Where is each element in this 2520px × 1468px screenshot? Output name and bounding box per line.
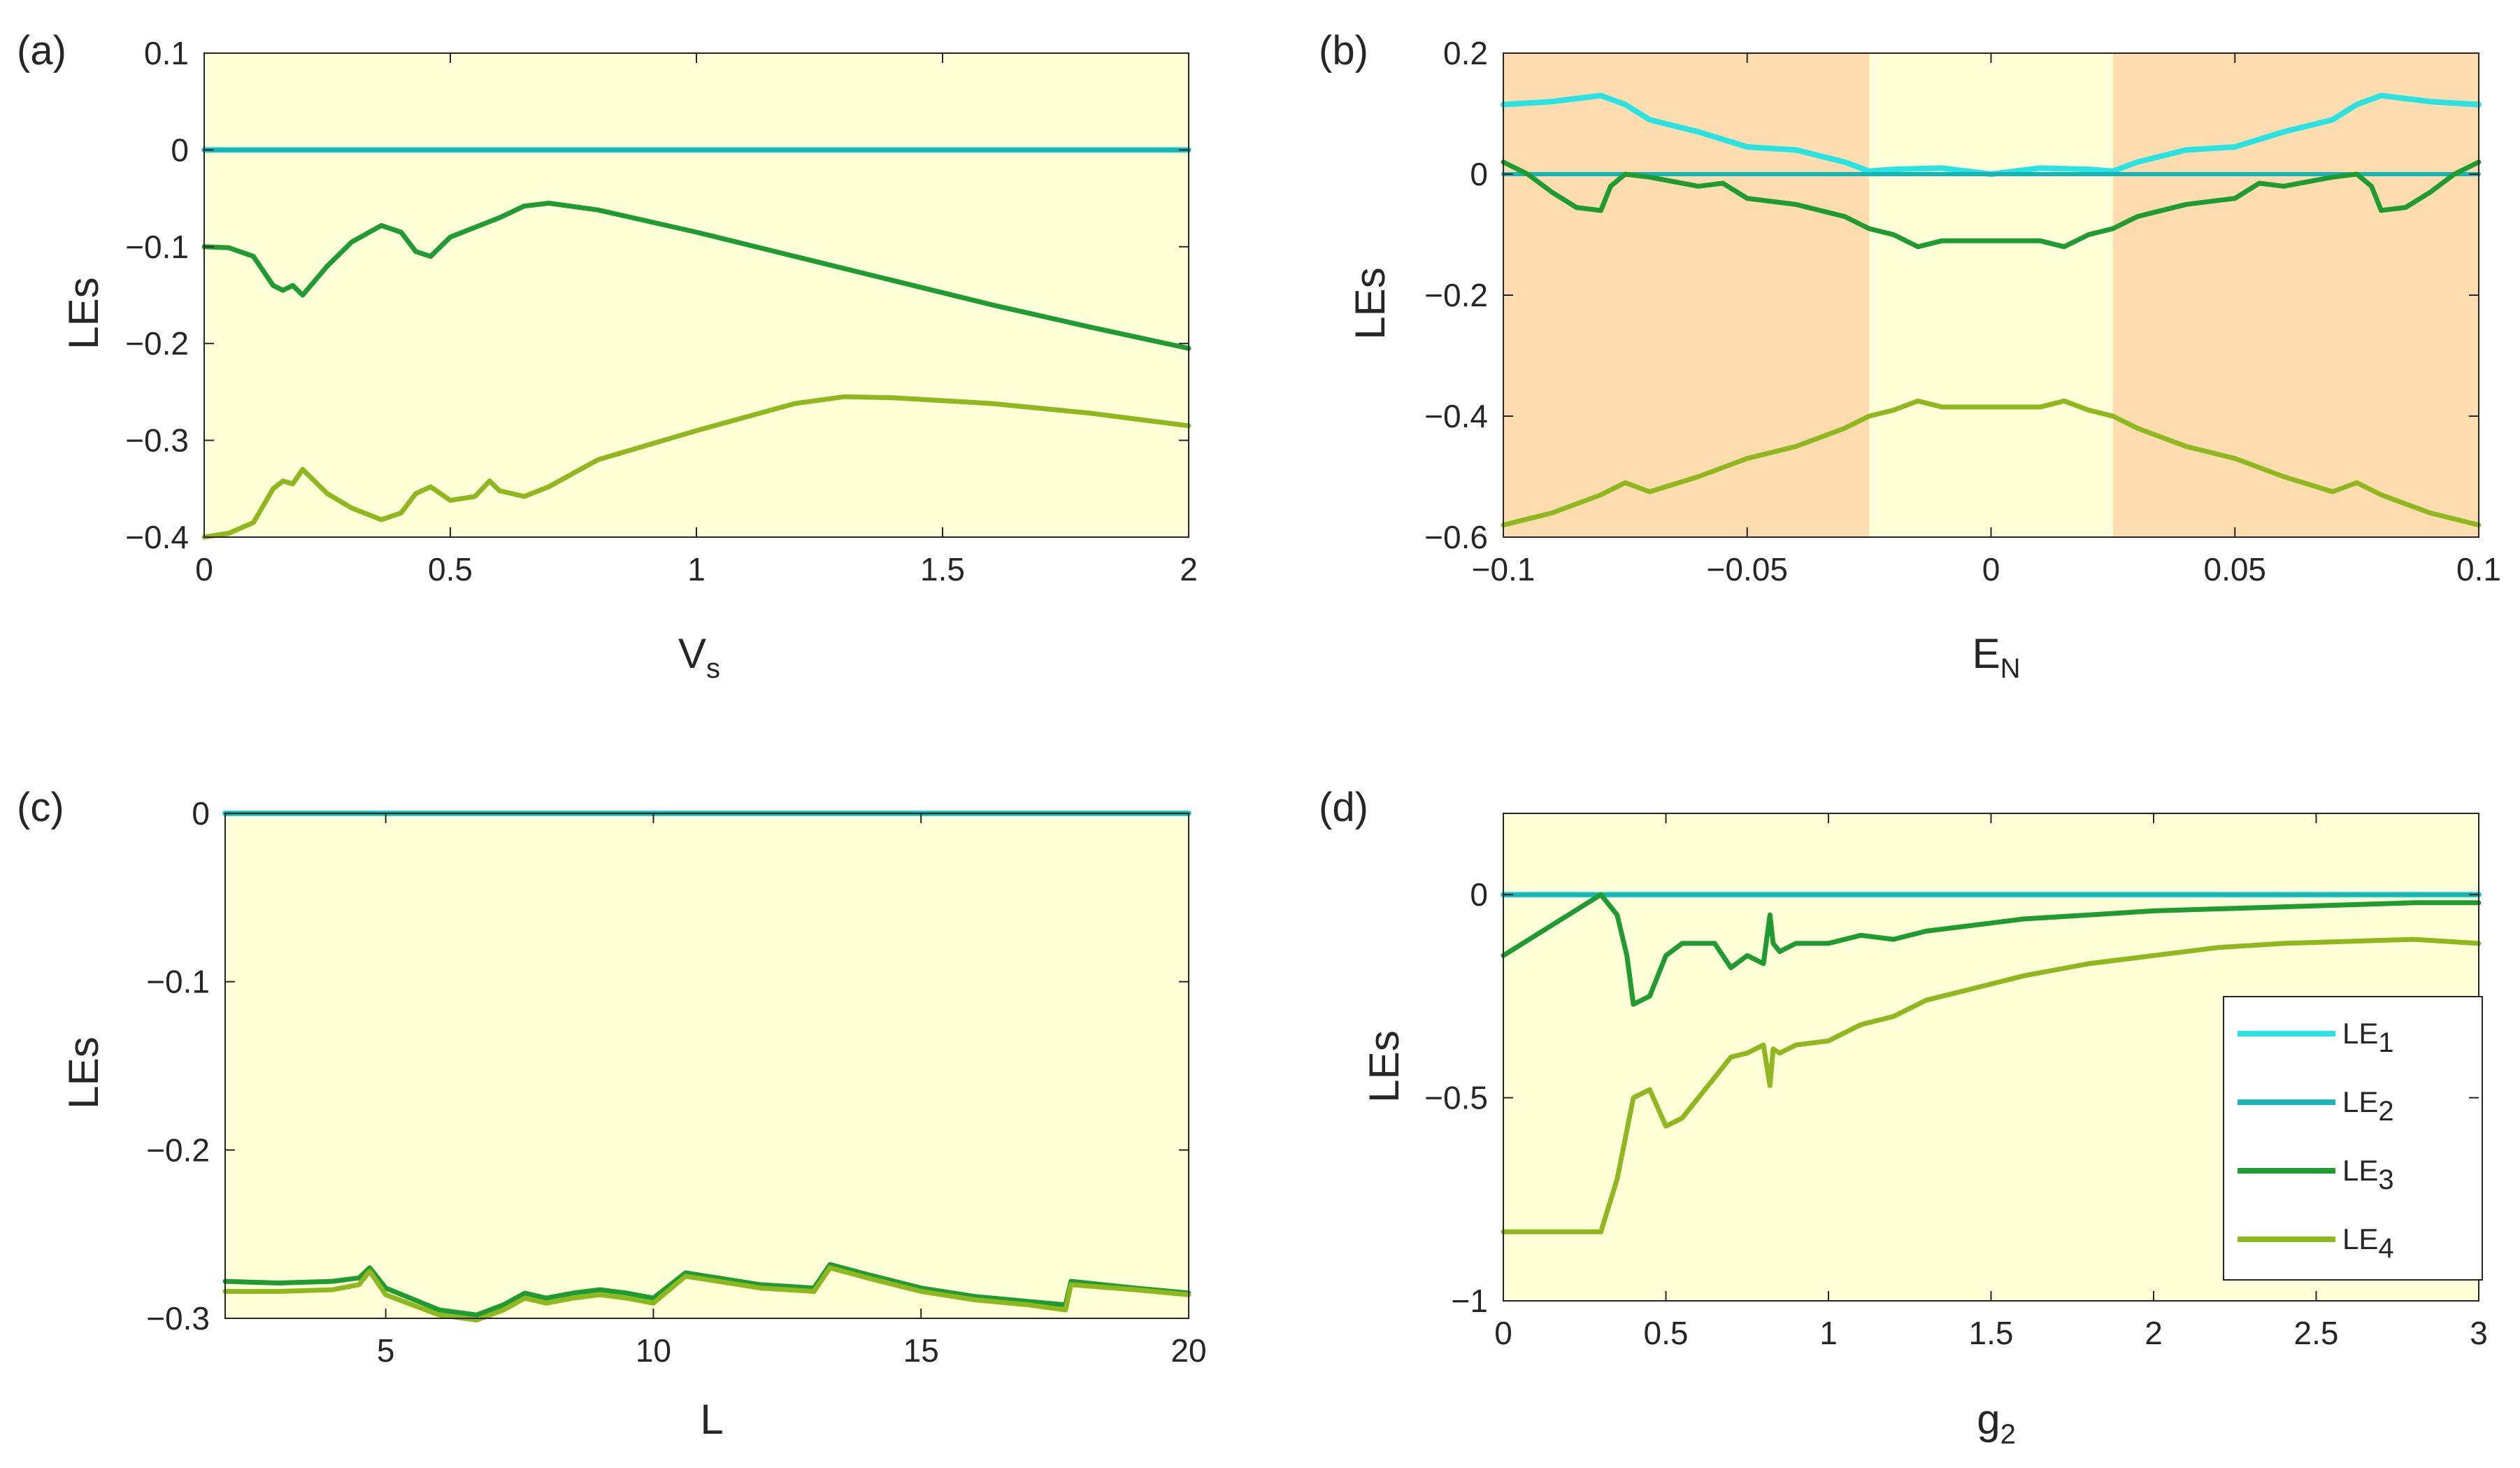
series-le4 <box>222 1265 1191 1323</box>
panel-b-label: (b) <box>1319 28 1368 73</box>
legend-box <box>2223 996 2483 1281</box>
panel-c-label: (c) <box>17 785 64 830</box>
x-tick-label: 1 <box>1819 1315 1838 1351</box>
x-tick-label: 2 <box>2145 1315 2163 1351</box>
plot-background <box>225 813 1189 1318</box>
y-tick-label: 0 <box>192 795 210 832</box>
y-tick-label: −0.4 <box>125 519 189 555</box>
x-tick-label: −0.05 <box>1707 551 1788 587</box>
x-tick-label: 1.5 <box>920 551 965 587</box>
legend-text-le4: LE4 <box>2342 1223 2394 1264</box>
panel-a-ylabel: LEs <box>60 277 107 349</box>
legend-text-le2: LE2 <box>2342 1085 2394 1127</box>
shaded-region-0 <box>1503 53 1870 537</box>
series-le4 <box>201 394 1191 540</box>
panel-d: (d) LEs g2 LE1 LE2 LE3 LE4 0 0.5 1 1.5 2 2.5 3… <box>1319 785 2488 1450</box>
panel-c-ylabel: LEs <box>60 1036 107 1109</box>
x-tick-label: 0.05 <box>2203 551 2266 587</box>
y-tick-label: −0.1 <box>146 964 210 1000</box>
x-tick-label: 0 <box>1982 551 2000 587</box>
y-tick-label: −0.2 <box>125 325 189 362</box>
y-tick-label: −0.2 <box>146 1132 210 1168</box>
x-tick-label: 0.5 <box>1644 1315 1689 1351</box>
panel-c: (c) LEs L 5 10 15 20 0 −0.1 −0.2 −0.3 <box>17 785 1207 1443</box>
panel-a-label: (a) <box>17 28 66 73</box>
x-tick-label: −0.1 <box>1472 551 1535 587</box>
x-tick-label: 0 <box>195 551 213 587</box>
x-tick-label: 5 <box>377 1332 395 1369</box>
series-le4 <box>1501 398 2482 528</box>
y-tick-label: −0.3 <box>146 1300 210 1337</box>
y-tick-label: 0.2 <box>1443 35 1488 71</box>
y-tick-label: −0.2 <box>1424 277 1488 313</box>
x-tick-label: 1.5 <box>1969 1315 2014 1351</box>
series-le3 <box>1501 892 2482 1007</box>
legend-text-le3: LE3 <box>2342 1154 2394 1195</box>
x-tick-label: 15 <box>903 1332 939 1369</box>
y-tick-label: −1 <box>1452 1283 1488 1319</box>
panel-b-ylabel: LEs <box>1347 267 1394 339</box>
series-le3 <box>222 1262 1191 1318</box>
legend-text-le1: LE1 <box>2342 1017 2394 1058</box>
x-tick-label: 1 <box>687 551 706 587</box>
y-tick-label: −0.4 <box>1424 398 1488 434</box>
panel-a-xlabel: Vs <box>678 630 720 684</box>
legend: LE1 LE2 LE3 LE4 <box>2223 996 2483 1281</box>
y-tick-label: −0.3 <box>125 422 189 459</box>
panel-d-ylabel: LEs <box>1361 1030 1408 1102</box>
panel-c-xlabel: L <box>700 1396 723 1443</box>
axes-box <box>224 813 1189 1319</box>
shaded-region-1 <box>2112 53 2479 537</box>
y-tick-label: 0.1 <box>144 35 189 71</box>
series-le4 <box>1501 936 2482 1234</box>
series-le3 <box>201 201 1191 351</box>
x-tick-label: 0 <box>1494 1315 1512 1351</box>
panel-d-xlabel: g2 <box>1977 1396 2016 1450</box>
y-tick-label: 0 <box>1470 156 1488 192</box>
x-tick-label: 2.5 <box>2294 1315 2339 1351</box>
y-tick-label: −0.5 <box>1424 1080 1488 1116</box>
x-tick-label: 20 <box>1170 1332 1206 1369</box>
x-tick-label: 2 <box>1180 551 1198 587</box>
y-tick-label: −0.6 <box>1424 519 1488 555</box>
panel-a: (a) LEs Vs 0 0.5 1 1.5 2 0.1 0 −0.1 −0.2 −0.3 −0.4 <box>17 28 1198 684</box>
y-tick-label: 0 <box>171 131 189 168</box>
series-le3 <box>1501 159 2482 250</box>
panel-b-xlabel: EN <box>1973 630 2021 684</box>
x-tick-label: 3 <box>2470 1315 2488 1351</box>
x-tick-label: 10 <box>636 1332 671 1369</box>
x-tick-label: 0.1 <box>2456 551 2501 587</box>
panel-d-label: (d) <box>1319 785 1368 830</box>
y-tick-label: 0 <box>1470 876 1488 913</box>
panel-b: (b) LEs EN −0.1 −0.05 0 0.05 0.1 0.2 0 −0.2 −0.4… <box>1319 28 2501 684</box>
x-tick-label: 0.5 <box>428 551 473 587</box>
plot-background <box>204 53 1189 537</box>
y-tick-label: −0.1 <box>125 229 189 265</box>
